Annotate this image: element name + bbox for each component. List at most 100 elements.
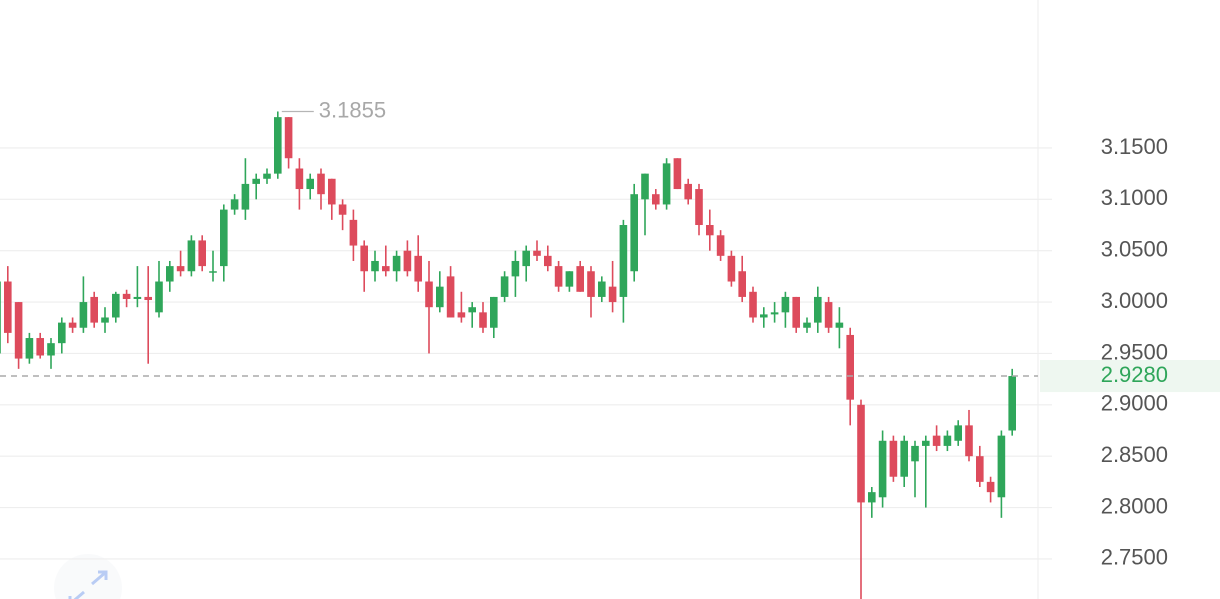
candle-body bbox=[522, 250, 530, 267]
candle-body bbox=[338, 204, 347, 215]
high-annotation: 3.1855 bbox=[319, 97, 386, 122]
candle-body bbox=[0, 281, 1, 354]
candle-body bbox=[306, 178, 314, 190]
candle-body bbox=[554, 266, 563, 287]
candle-body bbox=[976, 456, 984, 482]
candle-body bbox=[641, 173, 649, 200]
y-tick-label: 3.1500 bbox=[1101, 134, 1168, 159]
candle-body bbox=[922, 440, 930, 446]
candle-body bbox=[58, 322, 66, 344]
candle-body bbox=[90, 296, 98, 323]
candle-body bbox=[230, 199, 239, 210]
candle-body bbox=[403, 250, 412, 272]
candle-body bbox=[576, 266, 584, 292]
candle-body bbox=[587, 271, 595, 297]
last-price-label: 2.9280 bbox=[1101, 362, 1168, 387]
candle-body bbox=[824, 302, 833, 328]
candle-body bbox=[68, 322, 77, 328]
y-tick-label: 2.9000 bbox=[1101, 391, 1168, 416]
candle-body bbox=[803, 322, 811, 328]
candle-body bbox=[965, 425, 973, 457]
candle-body bbox=[760, 314, 768, 318]
candle-body bbox=[608, 286, 617, 303]
candle-body bbox=[738, 271, 746, 297]
expand-button[interactable] bbox=[54, 554, 122, 599]
candle-body bbox=[392, 255, 401, 272]
candle-body bbox=[414, 255, 422, 282]
candle-body bbox=[792, 296, 800, 328]
candle-body bbox=[868, 492, 876, 503]
candle-body bbox=[36, 338, 44, 356]
candle-body bbox=[846, 334, 854, 400]
candle-body bbox=[468, 307, 476, 313]
candle-body bbox=[511, 260, 520, 277]
candle-body bbox=[911, 445, 919, 462]
candle-body bbox=[4, 281, 12, 333]
y-tick-label: 2.8500 bbox=[1101, 442, 1168, 467]
candle-body bbox=[749, 291, 757, 318]
candle-body bbox=[133, 296, 142, 299]
candle-body bbox=[241, 183, 250, 210]
candle-body bbox=[943, 435, 952, 446]
candle-body bbox=[176, 266, 185, 272]
candle-body bbox=[112, 293, 120, 318]
candle-body bbox=[425, 281, 433, 308]
candle-body bbox=[263, 173, 271, 179]
candle-body bbox=[857, 404, 865, 503]
candle-body bbox=[284, 117, 293, 159]
y-tick-label: 2.7500 bbox=[1101, 545, 1168, 570]
candle-body bbox=[565, 271, 574, 287]
candle-body bbox=[781, 296, 790, 313]
candle-body bbox=[155, 281, 163, 313]
candle-body bbox=[198, 240, 206, 267]
candle-body bbox=[695, 189, 703, 226]
candle-body bbox=[220, 209, 228, 267]
last-price-box bbox=[1040, 360, 1220, 393]
y-tick-label: 2.8000 bbox=[1101, 493, 1168, 518]
y-tick-label: 3.0000 bbox=[1101, 288, 1168, 313]
candle-body bbox=[47, 343, 55, 356]
candle-body bbox=[436, 286, 444, 308]
candle-body bbox=[900, 440, 908, 477]
candle-body bbox=[490, 296, 498, 328]
candle-body bbox=[727, 255, 736, 282]
candle-body bbox=[986, 481, 995, 493]
candle-body bbox=[889, 440, 898, 477]
candle-body bbox=[360, 245, 368, 272]
candle-body bbox=[544, 255, 552, 267]
candle-body bbox=[14, 302, 23, 359]
candle-body bbox=[878, 440, 887, 498]
candle-body bbox=[187, 240, 196, 272]
candle-body bbox=[328, 178, 336, 205]
candle-body bbox=[166, 266, 174, 282]
candle-body bbox=[479, 312, 487, 328]
candle-body bbox=[144, 296, 152, 301]
candle-body bbox=[382, 266, 390, 272]
candle-body bbox=[446, 276, 455, 318]
candle-body bbox=[533, 250, 541, 256]
candle-body bbox=[317, 173, 325, 195]
candle-body bbox=[932, 435, 941, 446]
candle-body bbox=[274, 117, 282, 174]
candle-body bbox=[673, 158, 682, 190]
candle-body bbox=[652, 194, 660, 205]
candle-body bbox=[630, 194, 638, 272]
expand-icon[interactable] bbox=[54, 554, 122, 599]
candle-body bbox=[662, 163, 671, 205]
candle-body bbox=[954, 425, 962, 441]
candle-body bbox=[706, 225, 714, 236]
candle-body bbox=[598, 281, 606, 297]
y-tick-label: 3.0500 bbox=[1101, 237, 1168, 262]
y-tick-label: 3.1000 bbox=[1101, 185, 1168, 210]
candle-body bbox=[349, 219, 358, 246]
candle-body bbox=[457, 312, 466, 318]
candle-body bbox=[835, 322, 844, 328]
candle-body bbox=[500, 276, 509, 297]
expand-arrows bbox=[68, 570, 108, 599]
candle-body bbox=[101, 317, 109, 323]
candle-body bbox=[252, 178, 260, 184]
candle-body bbox=[684, 183, 692, 200]
candle-body bbox=[770, 312, 779, 315]
candle-body bbox=[371, 260, 379, 272]
